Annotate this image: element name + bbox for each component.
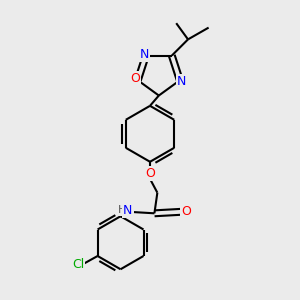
Text: N: N [123, 204, 133, 218]
Text: H: H [118, 206, 126, 215]
Text: O: O [145, 167, 155, 180]
Text: O: O [130, 72, 140, 85]
Text: O: O [181, 205, 191, 218]
Text: Cl: Cl [72, 258, 84, 271]
Text: N: N [177, 75, 186, 88]
Text: N: N [140, 48, 149, 61]
